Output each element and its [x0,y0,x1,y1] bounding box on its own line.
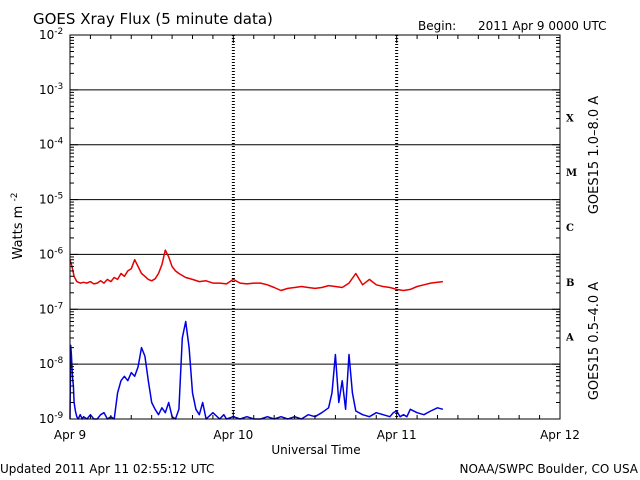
svg-text:Watts m -2: Watts m -2 [10,193,26,260]
y-tick-label: 10-5 [39,192,63,207]
y-tick-label: 10-7 [39,301,63,316]
begin-label: Begin: [418,19,456,33]
y-tick-label: 10-8 [39,356,64,371]
legend-short-channel: GOES15 0.5–4.0 A [587,282,602,400]
legend-long-channel: GOES15 1.0–8.0 A [587,96,602,214]
y-tick-label: 10-9 [39,411,64,426]
flare-class-b: B [566,278,574,289]
begin-value: 2011 Apr 9 0000 UTC [478,19,607,33]
y-axis-label-exp: -2 [10,193,20,202]
x-tick-label: Apr 9 [54,428,86,442]
x-axis-label: Universal Time [271,443,360,457]
flare-class-m: M [566,168,577,179]
y-tick-label: 10-6 [39,246,64,261]
x-tick-labels: Apr 9 Apr 10 Apr 11 Apr 12 [54,428,580,442]
axes [69,34,561,420]
plot-frame [69,34,561,420]
y-axis-label-text: Watts m [11,206,26,260]
y-tick-label: 10-2 [39,27,63,42]
y-axis-label: Watts m -2 [10,193,26,260]
grid [70,35,560,419]
flare-class-a: A [565,333,574,344]
series-long-channel [69,249,443,292]
x-tick-label: Apr 11 [377,428,417,442]
x-tick-label: Apr 10 [213,428,253,442]
x-tick-label: Apr 12 [540,428,580,442]
chart-title: GOES Xray Flux (5 minute data) [33,10,273,28]
flare-class-x: X [566,113,574,124]
flare-class-labels: X M C B A [565,113,577,343]
y-tick-labels: 10-9 10-8 10-7 10-6 10-5 10-4 10-3 10-2 [39,27,64,426]
flare-class-c: C [566,223,574,234]
y-tick-label: 10-3 [39,82,63,97]
footer-updated: Updated 2011 Apr 11 02:55:12 UTC [0,462,214,476]
footer-credit: NOAA/SWPC Boulder, CO USA [460,462,639,476]
y-tick-label: 10-4 [39,137,64,152]
legend: GOES15 1.0–8.0 A GOES15 0.5–4.0 A [587,96,602,400]
